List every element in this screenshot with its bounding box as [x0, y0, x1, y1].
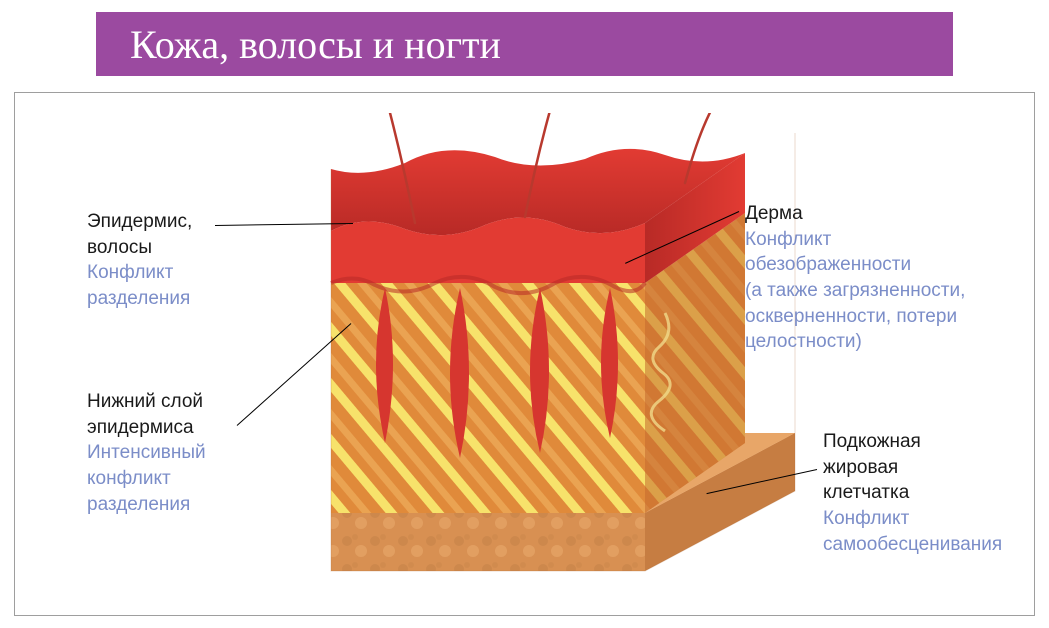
label-epidermis: Эпидермис,волосы Конфликтразделения	[87, 209, 192, 312]
skin-cross-section	[285, 113, 805, 593]
label-dermis: Дерма Конфликтобезображенности(а также з…	[745, 201, 965, 355]
content-frame: Эпидермис,волосы Конфликтразделения Нижн…	[14, 92, 1035, 616]
title-bar: Кожа, волосы и ногти	[96, 12, 953, 76]
label-dermis-title: Дерма	[745, 201, 965, 227]
label-subcut-title: Подкожнаяжироваяклетчатка	[823, 429, 1002, 506]
label-epidermis-title: Эпидермис,волосы	[87, 209, 192, 260]
label-dermis-sub: Конфликтобезображенности(а также загрязн…	[745, 227, 965, 355]
title-text: Кожа, волосы и ногти	[130, 21, 501, 68]
label-epidermis-sub: Конфликтразделения	[87, 260, 192, 311]
label-subcut: Подкожнаяжироваяклетчатка Конфликтсамооб…	[823, 429, 1002, 557]
diagram-area: Эпидермис,волосы Конфликтразделения Нижн…	[15, 93, 1034, 615]
label-lower-title: Нижний слойэпидермиса	[87, 389, 206, 440]
label-lower-epidermis: Нижний слойэпидермиса Интенсивныйконфлик…	[87, 389, 206, 517]
label-lower-sub: Интенсивныйконфликтразделения	[87, 440, 206, 517]
label-subcut-sub: Конфликтсамообесценивания	[823, 506, 1002, 557]
